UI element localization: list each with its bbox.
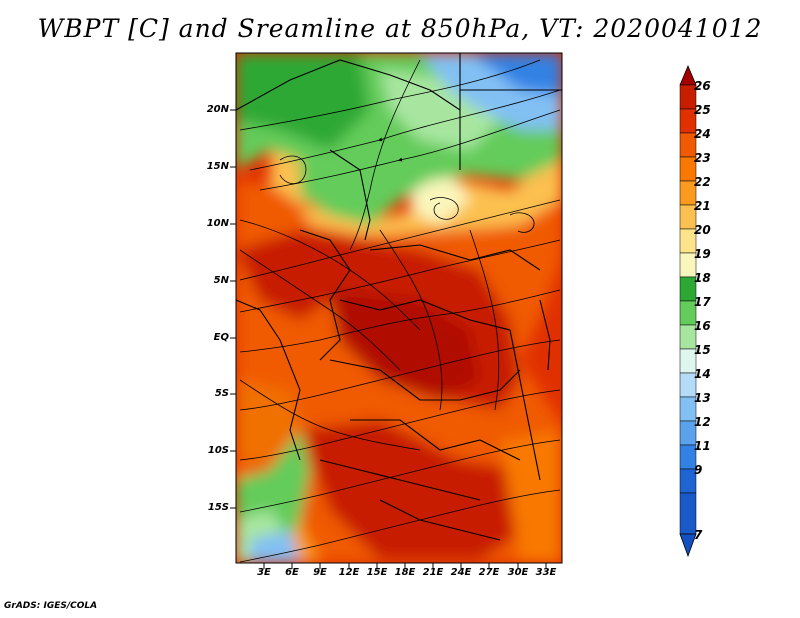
colorbar-bottom-arrow bbox=[679, 533, 697, 558]
country-borders bbox=[236, 53, 562, 541]
lat-label: 10S bbox=[207, 445, 229, 456]
lat-label: 15S bbox=[207, 502, 229, 513]
lon-label: 6E bbox=[285, 567, 299, 578]
colorbar-label: 16 bbox=[694, 319, 711, 333]
colorbar bbox=[679, 64, 697, 558]
colorbar-label: 19 bbox=[694, 247, 711, 261]
lat-label: 10N bbox=[206, 218, 229, 229]
colorbar-label: 23 bbox=[694, 151, 711, 165]
lon-label: 18E bbox=[394, 567, 416, 578]
grads-credit: GrADS: IGES/COLA bbox=[4, 601, 98, 611]
lon-label: 21E bbox=[422, 567, 444, 578]
lon-label: 12E bbox=[338, 567, 360, 578]
colorbar-label: 11 bbox=[694, 439, 711, 453]
colorbar-label: 14 bbox=[694, 367, 711, 381]
lat-label: 20N bbox=[206, 104, 229, 115]
colorbar-label: 26 bbox=[694, 79, 711, 93]
colorbar-label: 12 bbox=[694, 415, 711, 429]
lat-label: 15N bbox=[206, 161, 229, 172]
lat-label: 5N bbox=[213, 275, 229, 286]
map-frame bbox=[235, 52, 563, 564]
lon-label: 15E bbox=[366, 567, 388, 578]
colorbar-label: 13 bbox=[694, 391, 711, 405]
colorbar-label: 15 bbox=[694, 343, 711, 357]
colorbar-label: 9 bbox=[694, 463, 703, 477]
lat-label: EQ bbox=[213, 332, 229, 343]
lon-label: 33E bbox=[535, 567, 557, 578]
colorbar-label: 22 bbox=[694, 175, 711, 189]
colorbar-label: 18 bbox=[694, 271, 711, 285]
colorbar-label: 17 bbox=[694, 295, 711, 309]
colorbar-label: 25 bbox=[694, 103, 711, 117]
lon-label: 3E bbox=[257, 567, 271, 578]
lon-label: 30E bbox=[507, 567, 529, 578]
axis-ticks bbox=[230, 109, 547, 569]
map-title: WBPT [C] and Sreamline at 850hPa, VT: 20… bbox=[37, 14, 763, 43]
wbpt-shading bbox=[236, 53, 562, 563]
colorbar-label: 21 bbox=[694, 199, 711, 213]
lat-label: 5S bbox=[214, 388, 229, 399]
colorbar-label: 24 bbox=[694, 127, 711, 141]
lon-label: 24E bbox=[450, 567, 472, 578]
lon-label: 9E bbox=[313, 567, 327, 578]
colorbar-label: 20 bbox=[694, 223, 711, 237]
lon-label: 27E bbox=[478, 567, 500, 578]
colorbar-label: 7 bbox=[694, 528, 703, 542]
